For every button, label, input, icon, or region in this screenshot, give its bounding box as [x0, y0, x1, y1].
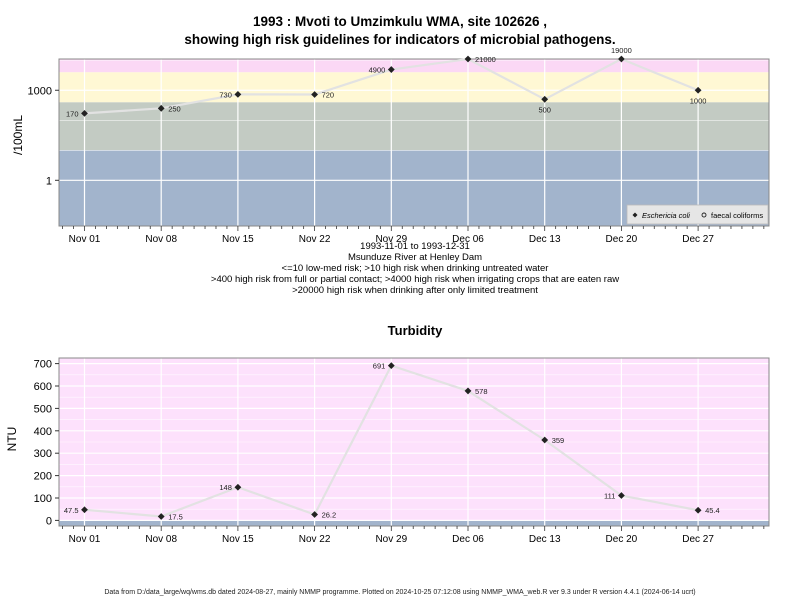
- risk-band-2: [59, 72, 769, 103]
- legend-ecoli-marker: [632, 212, 638, 218]
- x-tick-label-0: Nov 01: [69, 234, 101, 245]
- data-point-7: [618, 492, 625, 499]
- chart-title-line2: showing high risk guidelines for indicat…: [184, 32, 616, 47]
- y-tick-label-1: 1000: [28, 85, 52, 97]
- y-tick-label-6: 600: [34, 381, 52, 393]
- data-label-4: 4900: [369, 66, 386, 75]
- data-label-8: 1000: [690, 96, 707, 105]
- y-tick-label-1: 100: [34, 493, 52, 505]
- data-point-1: [157, 104, 165, 112]
- data-label-5: 21000: [475, 55, 496, 64]
- risk-band-0: [59, 520, 769, 526]
- data-label-0: 47.5: [64, 506, 79, 515]
- data-label-7: 111: [604, 492, 615, 501]
- y-tick-label-5: 500: [34, 403, 52, 415]
- y-tick-label-3: 300: [34, 448, 52, 460]
- chart-title-line1: 1993 : Mvoti to Umzimkulu WMA, site 1026…: [252, 14, 548, 29]
- subtitle-line-5: >20000 high risk when drinking after onl…: [292, 285, 538, 296]
- legend-fc-label: faecal coliforms: [711, 211, 763, 220]
- x-tick-label-2: Nov 15: [222, 234, 254, 245]
- x-tick-label-8: Dec 27: [682, 534, 714, 545]
- y-tick-label-0: 1: [46, 175, 52, 187]
- data-point-4: [387, 66, 395, 73]
- x-tick-label-8: Dec 27: [682, 234, 714, 245]
- data-label-7: 19000: [611, 46, 632, 55]
- x-tick-label-3: Nov 22: [299, 534, 331, 545]
- x-tick-label-1: Nov 08: [145, 234, 177, 245]
- risk-band-1: [59, 358, 769, 521]
- data-label-5: 578: [475, 387, 488, 396]
- data-point-0: [81, 506, 88, 514]
- data-point-2: [234, 90, 242, 98]
- footer-note: Data from D:/data_large/wq/wms.db dated …: [104, 589, 696, 596]
- data-label-3: 720: [322, 91, 335, 100]
- top-subtitle: 1993-11-01 to 1993-12-31 Msunduze River …: [0, 241, 800, 296]
- risk-band-1: [59, 102, 769, 151]
- data-point-8: [694, 86, 702, 94]
- x-tick-label-4: Nov 29: [375, 234, 407, 245]
- data-point-6: [541, 436, 549, 444]
- data-point-2: [234, 483, 242, 491]
- x-tick-label-0: Nov 01: [69, 534, 101, 545]
- x-tick-label-3: Nov 22: [299, 234, 331, 245]
- x-tick-label-1: Nov 08: [145, 534, 177, 545]
- subtitle-line-3: <=10 low-med risk; >10 high risk when dr…: [281, 263, 549, 274]
- data-point-0: [81, 109, 88, 117]
- bottom-chart: 0 100 200 300 400 500 600 700 Nov 01 Nov 08 Nov 15…: [34, 357, 770, 545]
- data-label-2: 730: [219, 90, 232, 99]
- data-label-0: 170: [66, 109, 79, 118]
- x-tick-label-6: Dec 13: [529, 234, 561, 245]
- data-label-6: 500: [538, 105, 551, 114]
- data-point-5: [464, 55, 472, 63]
- bottom-chart-title: Turbidity: [387, 323, 443, 338]
- subtitle-line-2: Msunduze River at Henley Dam: [347, 252, 483, 263]
- data-label-1: 17.5: [168, 512, 183, 521]
- top-chart: 1 1000 Nov 01 Nov 08 Nov 15 Nov 22 Nov 29 Dec 0…: [28, 46, 770, 245]
- x-tick-label-7: Dec 20: [606, 534, 638, 545]
- data-point-8: [694, 506, 702, 514]
- data-label-3: 26.2: [322, 511, 337, 520]
- legend: Eschericia coli faecal coliforms: [626, 204, 769, 225]
- x-tick-label-2: Nov 15: [222, 534, 254, 545]
- data-label-4: 691: [373, 362, 386, 371]
- x-tick-label-5: Dec 06: [452, 234, 484, 245]
- legend-box: [626, 204, 769, 225]
- subtitle-line-1: 1993-11-01 to 1993-12-31: [360, 241, 470, 252]
- x-tick-label-4: Nov 29: [375, 534, 407, 545]
- plot-frame: [58, 357, 770, 527]
- x-tick-label-6: Dec 13: [529, 534, 561, 545]
- y-tick-label-7: 700: [34, 359, 52, 371]
- x-tick-label-7: Dec 20: [606, 234, 638, 245]
- data-label-2: 148: [219, 483, 232, 492]
- y-tick-label-2: 200: [34, 471, 52, 483]
- plot-frame: [58, 58, 770, 227]
- data-label-6: 359: [552, 436, 565, 445]
- data-label-8: 45.4: [705, 506, 720, 515]
- data-point-5: [464, 387, 472, 395]
- data-point-7: [618, 55, 625, 63]
- y-tick-label-0: 0: [46, 515, 52, 527]
- data-point-6: [541, 95, 549, 103]
- x-tick-label-5: Dec 06: [452, 534, 484, 545]
- data-label-1: 250: [168, 104, 181, 113]
- data-point-1: [157, 513, 165, 520]
- y-tick-label-4: 400: [34, 426, 52, 438]
- subtitle-line-4: >400 high risk from full or partial cont…: [210, 274, 620, 285]
- legend-ecoli-label: Eschericia coli: [642, 211, 690, 220]
- data-point-4: [387, 362, 395, 370]
- data-point-3: [311, 91, 318, 98]
- legend-fc-marker: [701, 212, 707, 218]
